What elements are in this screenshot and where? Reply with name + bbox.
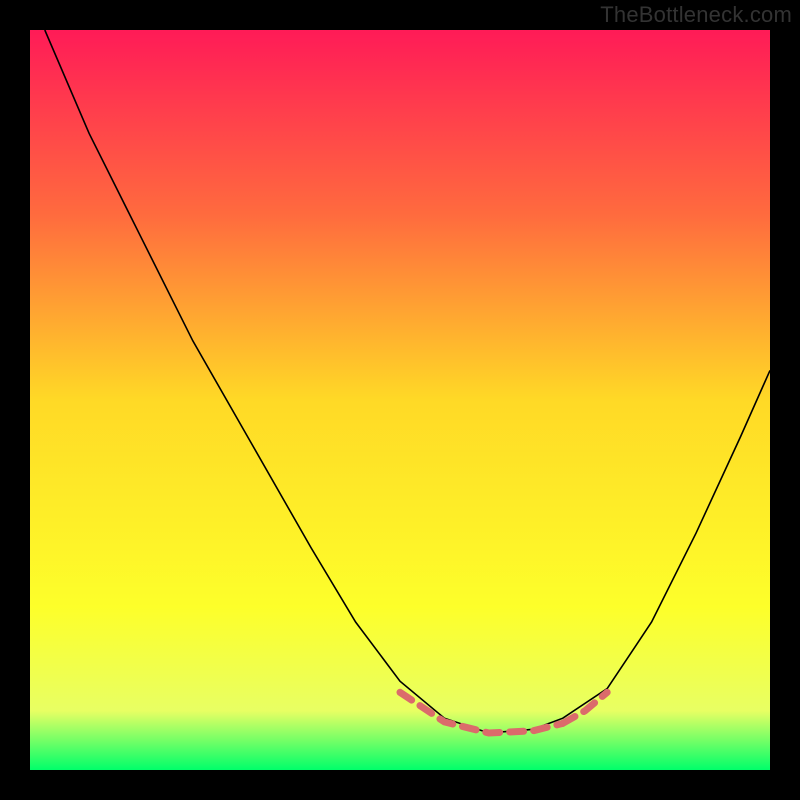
chart-svg: [30, 30, 770, 770]
chart-stage: TheBottleneck.com: [0, 0, 800, 800]
gradient-background: [30, 30, 770, 770]
bottleneck-curve-chart: [30, 30, 770, 770]
watermark-label: TheBottleneck.com: [600, 2, 792, 28]
